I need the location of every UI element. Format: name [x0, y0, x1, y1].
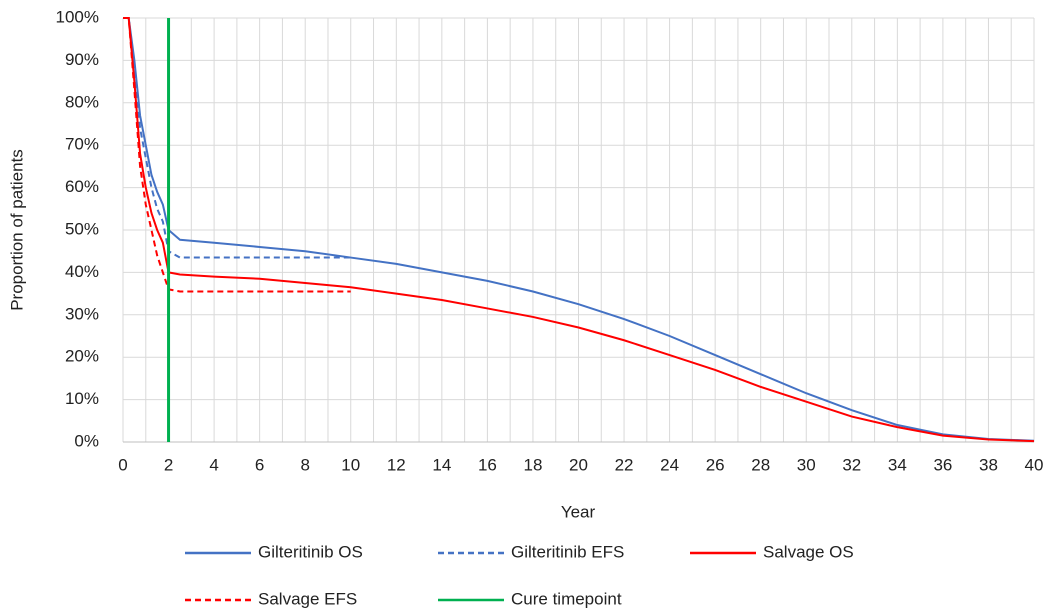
- x-tick-label: 2: [164, 455, 173, 474]
- x-tick-label: 34: [888, 455, 907, 474]
- y-axis-label: Proportion of patients: [7, 149, 26, 311]
- x-tick-label: 18: [523, 455, 542, 474]
- y-tick-label: 50%: [65, 219, 99, 238]
- x-tick-label: 10: [341, 455, 360, 474]
- legend-label: Salvage EFS: [258, 589, 357, 608]
- x-tick-label: 30: [797, 455, 816, 474]
- y-tick-label: 20%: [65, 347, 99, 366]
- x-tick-label: 8: [300, 455, 309, 474]
- x-tick-label: 16: [478, 455, 497, 474]
- legend-label: Cure timepoint: [511, 589, 622, 608]
- x-tick-label: 22: [615, 455, 634, 474]
- x-tick-label: 0: [118, 455, 127, 474]
- x-tick-label: 32: [842, 455, 861, 474]
- x-tick-label: 14: [432, 455, 451, 474]
- legend-label: Salvage OS: [763, 542, 854, 561]
- y-tick-label: 100%: [56, 7, 99, 26]
- x-tick-label: 6: [255, 455, 264, 474]
- y-tick-label: 60%: [65, 177, 99, 196]
- x-tick-label: 28: [751, 455, 770, 474]
- x-tick-label: 40: [1025, 455, 1044, 474]
- y-tick-label: 90%: [65, 50, 99, 69]
- series-line: [123, 17, 1035, 443]
- y-tick-label: 40%: [65, 262, 99, 281]
- x-tick-label: 20: [569, 455, 588, 474]
- legend-label: Gilteritinib EFS: [511, 542, 624, 561]
- y-tick-label: 30%: [65, 304, 99, 323]
- y-tick-label: 80%: [65, 92, 99, 111]
- legend-label: Gilteritinib OS: [258, 542, 363, 561]
- x-tick-label: 12: [387, 455, 406, 474]
- x-tick-label: 26: [706, 455, 725, 474]
- x-axis-label: Year: [561, 502, 596, 521]
- x-tick-label: 24: [660, 455, 679, 474]
- x-tick-label: 38: [979, 455, 998, 474]
- y-tick-label: 0%: [74, 431, 99, 450]
- x-tick-label: 36: [933, 455, 952, 474]
- series-line: [123, 17, 351, 293]
- series-line: [123, 17, 351, 259]
- x-tick-label: 4: [209, 455, 218, 474]
- series-line: [123, 17, 1035, 442]
- y-tick-label: 70%: [65, 135, 99, 154]
- y-tick-label: 10%: [65, 389, 99, 408]
